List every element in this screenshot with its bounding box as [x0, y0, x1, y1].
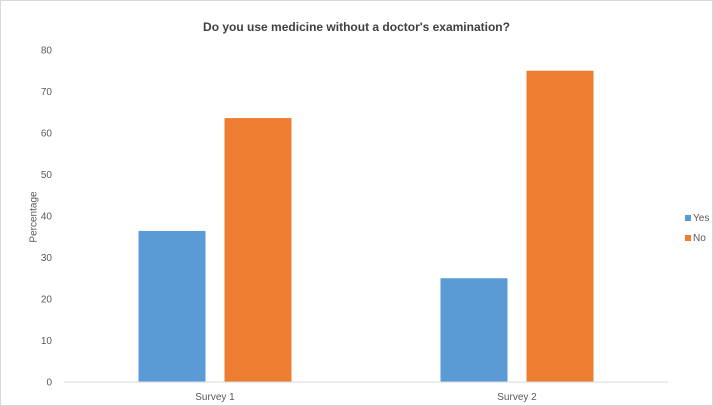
y-tick-label: 10 [41, 336, 53, 347]
y-tick-label: 40 [41, 212, 53, 223]
legend-label-no: No [693, 232, 706, 244]
y-tick-label: 0 [46, 378, 52, 389]
x-axis-ticks: Survey 1 Survey 2 [195, 392, 537, 403]
legend-swatch-yes [685, 215, 691, 221]
bars [138, 70, 594, 382]
x-tick-label: Survey 1 [195, 392, 235, 403]
legend: Yes No [685, 208, 709, 248]
bar-yes-survey-2 [440, 278, 508, 382]
y-tick-label: 70 [41, 87, 53, 98]
legend-item-yes: Yes [685, 208, 709, 228]
y-tick-label: 30 [41, 253, 53, 264]
legend-label-yes: Yes [693, 212, 710, 224]
y-tick-label: 60 [41, 129, 53, 140]
y-tick-label: 20 [41, 295, 53, 306]
y-tick-label: 80 [41, 46, 53, 57]
x-tick-label: Survey 2 [497, 392, 537, 403]
legend-item-no: No [685, 228, 709, 248]
bar-no-survey-1 [224, 118, 292, 382]
y-tick-label: 50 [41, 170, 53, 181]
y-axis-ticks: 0 10 20 30 40 50 60 70 80 [41, 46, 53, 389]
bar-yes-survey-1 [138, 230, 206, 382]
bar-no-survey-2 [526, 70, 594, 382]
chart-title: Do you use medicine without a doctor's e… [203, 20, 510, 34]
legend-swatch-no [685, 235, 691, 241]
